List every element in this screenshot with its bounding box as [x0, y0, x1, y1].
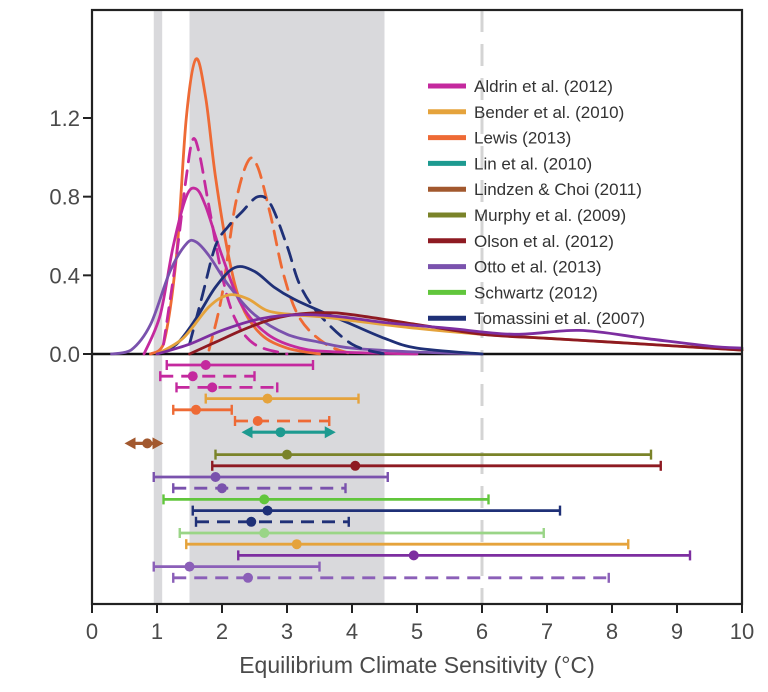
legend-label: Bender et al. (2010) [474, 103, 624, 122]
x-tick-label: 7 [541, 619, 553, 644]
range-bar [214, 449, 653, 460]
range-median-dot [350, 460, 361, 471]
legend-label: Schwartz (2012) [474, 283, 598, 302]
range-median-dot [217, 483, 227, 494]
range-bar [172, 404, 233, 415]
y-tick-label: 0.8 [49, 185, 80, 210]
range-bar [124, 437, 164, 450]
pdf-curves [110, 57, 744, 356]
range-median-dot [207, 382, 218, 393]
x-tick-label: 6 [476, 619, 488, 644]
range-bar [172, 572, 610, 583]
range-median-dot [259, 494, 270, 505]
range-bar [237, 550, 692, 561]
legend-label: Lewis (2013) [474, 129, 571, 148]
range-median-dot [252, 416, 263, 426]
range-median-dot [246, 516, 257, 527]
range-bar [175, 382, 279, 393]
range-bar [152, 561, 321, 572]
pdf-curve-dashed [162, 137, 289, 356]
x-tick-label: 0 [86, 619, 98, 644]
x-tick-label: 3 [281, 619, 293, 644]
legend-entry: Olson et al. (2012) [428, 232, 614, 251]
pdf-curve [155, 313, 744, 356]
range-bar [204, 393, 360, 404]
shaded-region [189, 10, 385, 604]
range-bar [178, 528, 545, 538]
legend-entry: Bender et al. (2010) [428, 103, 624, 122]
range-bar [211, 460, 662, 471]
legend-label: Lin et al. (2010) [474, 154, 592, 173]
range-median-dot [275, 427, 286, 438]
legend-entry: Tomassini et al. (2007) [428, 309, 645, 328]
y-axis: 0.0 0.4 0.8 1.2 [49, 106, 92, 367]
legend-entry: Lewis (2013) [428, 129, 571, 148]
x-tick-label: 9 [671, 619, 683, 644]
range-bar [185, 539, 630, 550]
range-median-dot [243, 572, 253, 583]
y-tick-label: 0.0 [49, 342, 80, 367]
legend-entry: Otto et al. (2013) [428, 258, 602, 277]
range-median-dot [259, 528, 270, 538]
legend-label: Tomassini et al. (2007) [474, 309, 645, 328]
range-bars [124, 360, 692, 583]
x-axis-label: Equilibrium Climate Sensitivity (°C) [239, 652, 595, 678]
range-median-dot [142, 438, 153, 449]
range-arrow-left [241, 426, 253, 439]
legend-label: Otto et al. (2013) [474, 258, 602, 277]
range-median-dot [184, 561, 195, 572]
legend-entry: Lin et al. (2010) [428, 154, 592, 173]
range-bar [172, 483, 347, 494]
range-arrow-right [324, 426, 336, 439]
range-bar [162, 494, 490, 505]
pdf-curve [110, 238, 484, 356]
x-tick-label: 1 [151, 619, 163, 644]
range-bar [233, 416, 331, 426]
legend: Aldrin et al. (2012) Bender et al. (2010)… [428, 77, 645, 328]
x-tick-label: 2 [216, 619, 228, 644]
range-bar [152, 472, 389, 482]
range-arrow-left [124, 437, 136, 450]
pdf-curve [188, 311, 744, 356]
y-tick-label: 1.2 [49, 106, 80, 131]
range-bar [241, 426, 336, 439]
range-median-dot [291, 539, 302, 550]
legend-entry: Murphy et al. (2009) [428, 206, 626, 225]
range-median-dot [200, 360, 211, 370]
range-bar [194, 516, 350, 527]
range-median-dot [408, 550, 419, 561]
range-median-dot [210, 472, 221, 482]
y-tick-label: 0.4 [49, 263, 80, 288]
legend-entry: Aldrin et al. (2012) [428, 77, 613, 96]
range-median-dot [262, 505, 273, 516]
range-median-dot [262, 393, 273, 404]
pdf-curve-dashed [207, 156, 354, 356]
range-median-dot [282, 449, 292, 460]
legend-label: Olson et al. (2012) [474, 232, 614, 251]
legend-entry: Lindzen & Choi (2011) [428, 180, 642, 199]
legend-label: Aldrin et al. (2012) [474, 77, 613, 96]
legend-entry: Schwartz (2012) [428, 283, 598, 302]
legend-label: Lindzen & Choi (2011) [474, 180, 642, 199]
x-tick-label: 4 [346, 619, 358, 644]
x-tick-label: 5 [411, 619, 423, 644]
x-tick-label: 10 [730, 619, 754, 644]
range-arrow-right [152, 437, 164, 450]
x-tick-label: 8 [606, 619, 618, 644]
range-bar [159, 371, 256, 382]
range-bar [165, 360, 315, 370]
legend-label: Murphy et al. (2009) [474, 206, 626, 225]
x-axis: 0 1 2 3 4 5 6 7 8 9 10 [86, 604, 754, 644]
range-median-dot [187, 371, 198, 382]
range-bar [191, 505, 562, 516]
range-median-dot [191, 404, 201, 415]
